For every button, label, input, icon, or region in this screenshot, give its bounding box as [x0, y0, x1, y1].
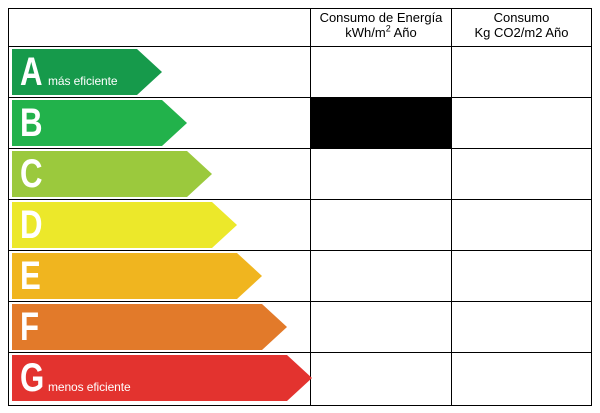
border-right	[591, 8, 592, 406]
energy-header-title: Consumo de Energía	[319, 10, 443, 25]
energy-column-header: Consumo de Energía kWh/m2 Año	[311, 8, 451, 47]
border-left	[8, 8, 9, 406]
energy-header-unit: kWh/m2 Año	[311, 23, 451, 40]
energy-label-table: Consumo de Energía kWh/m2 Año Consumo Kg…	[8, 8, 592, 406]
column-divider-co2	[451, 8, 452, 406]
rating-arrow-a	[12, 49, 162, 95]
row-divider	[8, 250, 592, 251]
rating-arrow-e	[12, 253, 262, 299]
energy-unit-text: kWh/m	[345, 25, 386, 40]
energy-unit-exponent: 2	[385, 23, 391, 34]
rating-caption-a: más eficiente	[48, 74, 118, 88]
rating-bar-f: F	[12, 304, 287, 350]
rating-arrow-d	[12, 202, 237, 248]
rating-arrow-f	[12, 304, 287, 350]
rating-letter-b: B	[20, 101, 43, 145]
border-top	[8, 8, 592, 9]
rating-caption-g: menos eficiente	[48, 380, 131, 394]
energy-unit-suffix: Año	[390, 25, 417, 40]
rating-letter-c: C	[20, 152, 43, 196]
column-divider-energy	[310, 8, 311, 406]
rating-arrow-b	[12, 100, 187, 146]
row-divider	[8, 301, 592, 302]
rating-bar-b: B	[12, 100, 187, 146]
rating-letter-d: D	[20, 203, 43, 247]
header-divider	[8, 46, 592, 47]
co2-header-title: Consumo	[493, 10, 550, 25]
row-divider	[8, 97, 592, 98]
rating-bar-d: D	[12, 202, 237, 248]
row-divider	[8, 199, 592, 200]
rating-letter-f: F	[20, 305, 40, 349]
rating-arrow-g	[12, 355, 312, 401]
co2-column-header: Consumo Kg CO2/m2 Año	[452, 8, 591, 47]
rating-bar-g: G menos eficiente	[12, 355, 312, 401]
row-divider	[8, 352, 592, 353]
rating-arrow-c	[12, 151, 212, 197]
co2-header-unit: Kg CO2/m2 Año	[474, 25, 569, 40]
selected-energy-rating-fill	[311, 98, 451, 148]
rating-bar-e: E	[12, 253, 262, 299]
rating-bar-c: C	[12, 151, 212, 197]
border-bottom	[8, 405, 592, 406]
rating-letter-a: A	[20, 50, 43, 94]
rating-bar-a: A más eficiente	[12, 49, 162, 95]
rating-letter-g: G	[20, 356, 45, 400]
row-divider	[8, 148, 592, 149]
rating-letter-e: E	[20, 254, 41, 298]
